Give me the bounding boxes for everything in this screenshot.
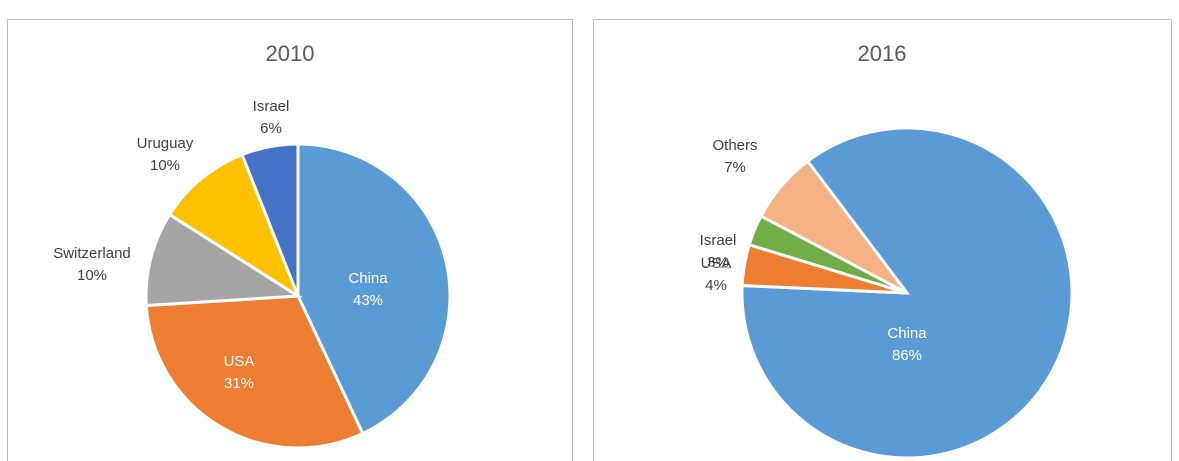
- slice-label-value: 7%: [724, 159, 746, 176]
- slice-label-name: Switzerland: [53, 245, 131, 262]
- slice-label-name: Others: [712, 137, 757, 154]
- slice-label-name: China: [348, 270, 388, 287]
- pie-slice: [144, 294, 365, 450]
- pie-slice: [240, 142, 300, 297]
- slice-label-name: USA: [224, 353, 255, 370]
- pie-slice: [144, 212, 303, 308]
- pie-slice: [759, 159, 909, 295]
- pie-slice: [740, 126, 1074, 460]
- slice-label-value: 86%: [892, 347, 922, 364]
- slice-label-name: Uruguay: [137, 135, 194, 152]
- chart-title: 2016: [858, 41, 907, 66]
- slice-label-name: China: [887, 325, 927, 342]
- slice-label-value: 10%: [150, 157, 180, 174]
- slice-label-value: 4%: [705, 277, 727, 294]
- chart-title: 2010: [266, 41, 315, 66]
- pie-slice: [296, 142, 452, 436]
- slice-label-name: Israel: [253, 98, 290, 115]
- slice-label-value: 43%: [353, 292, 383, 309]
- slice-label-name: Israel: [700, 232, 737, 249]
- slice-label-value: 10%: [77, 267, 107, 284]
- slice-label-value: 6%: [260, 120, 282, 137]
- pie-slice: [167, 152, 302, 300]
- slice-label-value: 3%: [707, 254, 729, 271]
- slice-label-value: 31%: [224, 375, 254, 392]
- leader-line: [703, 265, 731, 269]
